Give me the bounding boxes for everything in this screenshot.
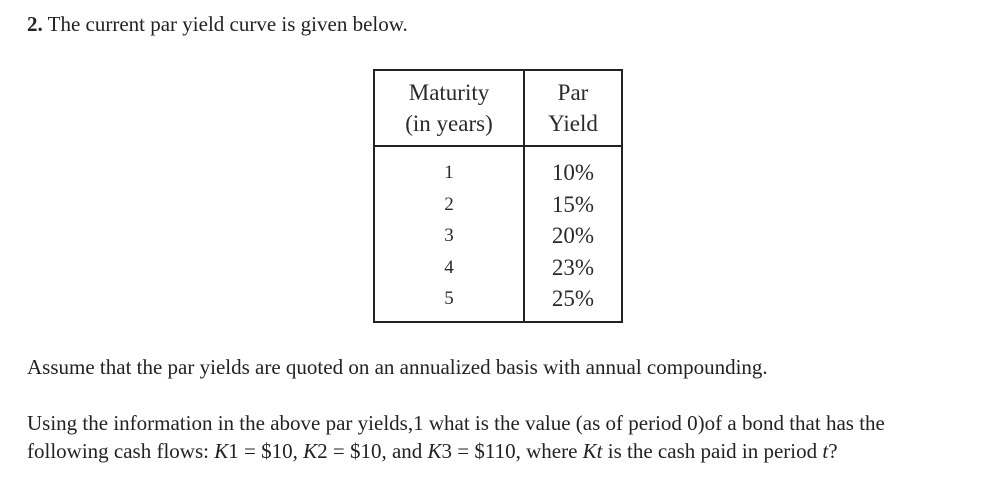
maturity-cell: 1 xyxy=(444,162,454,183)
k1-value: 1 = $10, xyxy=(228,439,304,463)
kt-variable: Kt xyxy=(582,439,603,463)
k2-value: 2 = $10, and xyxy=(317,439,428,463)
question-text-part2: is the cash paid in period xyxy=(602,439,823,463)
maturity-cell: 5 xyxy=(444,288,454,309)
question-paragraph: Using the information in the above par y… xyxy=(27,409,957,465)
maturity-header-line2: (in years) xyxy=(405,111,493,136)
par-yield-cell: 10% xyxy=(551,160,595,185)
par-yield-values: 10% 15% 20% 23% 25% xyxy=(525,147,621,315)
question-heading: 2. The current par yield curve is given … xyxy=(27,10,408,38)
maturity-column: Maturity (in years) 1 2 3 4 5 xyxy=(375,71,525,321)
maturity-cell: 4 xyxy=(444,256,454,278)
par-yield-cell: 25% xyxy=(551,286,595,311)
par-yield-header: Par Yield xyxy=(525,71,621,147)
k1-variable: K xyxy=(214,439,229,463)
k3-value: 3 = $110, where xyxy=(441,439,583,463)
question-number: 2. xyxy=(27,12,43,36)
maturity-header-line1: Maturity xyxy=(408,80,490,105)
assumption-paragraph: Assume that the par yields are quoted on… xyxy=(27,355,768,379)
question-text-part1: Using the information in the above par y… xyxy=(27,411,885,463)
maturity-values: 1 2 3 4 5 xyxy=(375,147,523,315)
maturity-cell: 2 xyxy=(444,193,454,215)
t-variable: t xyxy=(822,439,829,463)
par-yield-header-line2: Yield xyxy=(548,111,598,136)
par-yield-table: Maturity (in years) 1 2 3 4 5 Par Yield … xyxy=(373,69,623,323)
maturity-header: Maturity (in years) xyxy=(375,71,523,147)
question-intro: The current par yield curve is given bel… xyxy=(42,12,408,36)
par-yield-column: Par Yield 10% 15% 20% 23% 25% xyxy=(525,71,621,321)
par-yield-cell: 20% xyxy=(551,223,595,248)
k3-variable: K xyxy=(427,439,442,463)
par-yield-cell: 23% xyxy=(551,254,595,280)
par-yield-header-line1: Par xyxy=(557,80,589,105)
k2-variable: K xyxy=(303,439,318,463)
maturity-cell: 3 xyxy=(444,225,454,246)
question-end: ? xyxy=(828,439,838,463)
par-yield-cell: 15% xyxy=(551,191,595,217)
